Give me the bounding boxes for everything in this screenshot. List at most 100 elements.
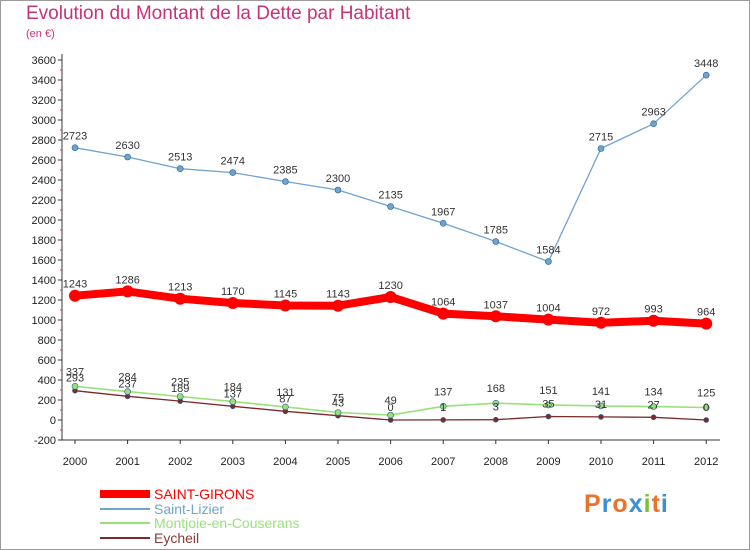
- x-tick-label: 2008: [484, 456, 508, 468]
- data-label: 337: [66, 366, 84, 378]
- data-point: [545, 413, 552, 420]
- data-point: [545, 258, 552, 265]
- data-label: 1243: [63, 279, 87, 291]
- data-label: 87: [279, 393, 291, 405]
- data-label: 0: [388, 402, 394, 414]
- data-label: 131: [276, 387, 294, 399]
- y-tick-label: 1600: [32, 255, 56, 267]
- data-point: [387, 411, 394, 419]
- y-tick-label: 2400: [32, 175, 56, 187]
- data-label: 1143: [326, 289, 350, 301]
- data-label: 75: [332, 393, 344, 405]
- data-point: [387, 203, 394, 210]
- data-label: 2630: [115, 140, 139, 152]
- data-point: [226, 297, 239, 309]
- data-point: [702, 404, 710, 411]
- data-label: 1037: [484, 299, 508, 311]
- axes: -200020040060080010001200140016001800200…: [32, 54, 720, 468]
- x-tick-label: 2001: [115, 456, 139, 468]
- y-tick-label: 0: [50, 415, 56, 427]
- y-tick-label: 800: [38, 335, 56, 347]
- legend-label: SAINT-GIRONS: [154, 486, 254, 502]
- y-tick-label: 600: [38, 355, 56, 367]
- data-point: [598, 414, 604, 420]
- data-point: [71, 144, 79, 151]
- y-tick-label: 1000: [32, 315, 56, 327]
- data-point: [334, 186, 342, 194]
- data-point: [334, 409, 342, 416]
- y-tick-label: 1800: [32, 235, 56, 247]
- data-label: 2963: [641, 107, 665, 119]
- data-label: 3448: [694, 58, 718, 70]
- proxiti-logo: Proxiti: [584, 490, 669, 519]
- y-tick-label: 1200: [32, 295, 56, 307]
- data-label: 1213: [168, 282, 192, 294]
- logo-letter: i: [660, 490, 669, 518]
- data-label: 2135: [378, 190, 402, 202]
- data-label: 237: [118, 378, 136, 390]
- x-tick-label: 2005: [326, 456, 350, 468]
- data-label: 293: [66, 373, 84, 385]
- data-label: 2385: [273, 165, 297, 177]
- data-point: [545, 401, 552, 409]
- data-point: [703, 417, 710, 423]
- y-tick-label: 1400: [32, 275, 56, 287]
- data-point: [229, 398, 237, 405]
- data-point: [440, 417, 447, 423]
- data-label: 2300: [326, 173, 350, 185]
- data-point: [384, 291, 397, 303]
- data-point: [492, 399, 500, 407]
- y-tick-label: 2000: [32, 215, 56, 227]
- y-tick-label: 3200: [32, 95, 56, 107]
- logo-letter: o: [612, 490, 629, 518]
- data-label: 49: [384, 395, 396, 407]
- data-label: 1004: [536, 303, 560, 315]
- series-lines: [69, 71, 713, 423]
- data-label: 35: [542, 399, 554, 411]
- data-point: [282, 178, 289, 185]
- data-label: 2513: [168, 152, 192, 164]
- logo-letter: i: [643, 490, 652, 518]
- data-point: [176, 165, 184, 172]
- data-label: 1584: [536, 245, 560, 257]
- data-point: [229, 169, 237, 176]
- data-point: [702, 71, 710, 79]
- chart-title: Evolution du Montant de la Dette par Hab…: [26, 3, 411, 24]
- data-point: [439, 220, 447, 227]
- y-tick-label: 3000: [32, 115, 56, 127]
- data-point: [700, 317, 713, 330]
- x-tick-label: 2006: [378, 456, 402, 468]
- logo-letter: r: [601, 490, 613, 518]
- data-label: 125: [697, 388, 715, 400]
- logo-letter: x: [628, 490, 644, 518]
- data-label: 2474: [221, 156, 245, 168]
- x-tick-label: 2009: [536, 456, 560, 468]
- data-point: [650, 403, 657, 410]
- y-tick-label: 2800: [32, 135, 56, 147]
- logo-letter: P: [584, 490, 602, 518]
- data-label: 27: [647, 399, 659, 411]
- legend-label: Montjoie-en-Couserans: [154, 515, 300, 531]
- data-point: [597, 402, 605, 410]
- data-label: 235: [171, 377, 189, 389]
- data-label: 2715: [589, 132, 613, 144]
- data-label: 2723: [63, 131, 87, 143]
- data-label: 993: [644, 304, 662, 316]
- x-tick-label: 2004: [273, 456, 297, 468]
- data-label: 137: [434, 386, 452, 398]
- chart-subtitle: (en €): [26, 28, 55, 40]
- data-label: 168: [487, 383, 505, 395]
- data-point: [174, 292, 187, 305]
- x-tick-label: 2007: [431, 456, 455, 468]
- data-label: 0: [703, 402, 709, 414]
- y-tick-label: 2600: [32, 155, 56, 167]
- data-point: [647, 314, 660, 327]
- data-label: 1170: [221, 286, 245, 298]
- data-label: 1286: [115, 274, 139, 286]
- data-label: 972: [592, 306, 610, 318]
- y-tick-label: 3600: [32, 55, 56, 67]
- data-label: 1: [440, 402, 446, 414]
